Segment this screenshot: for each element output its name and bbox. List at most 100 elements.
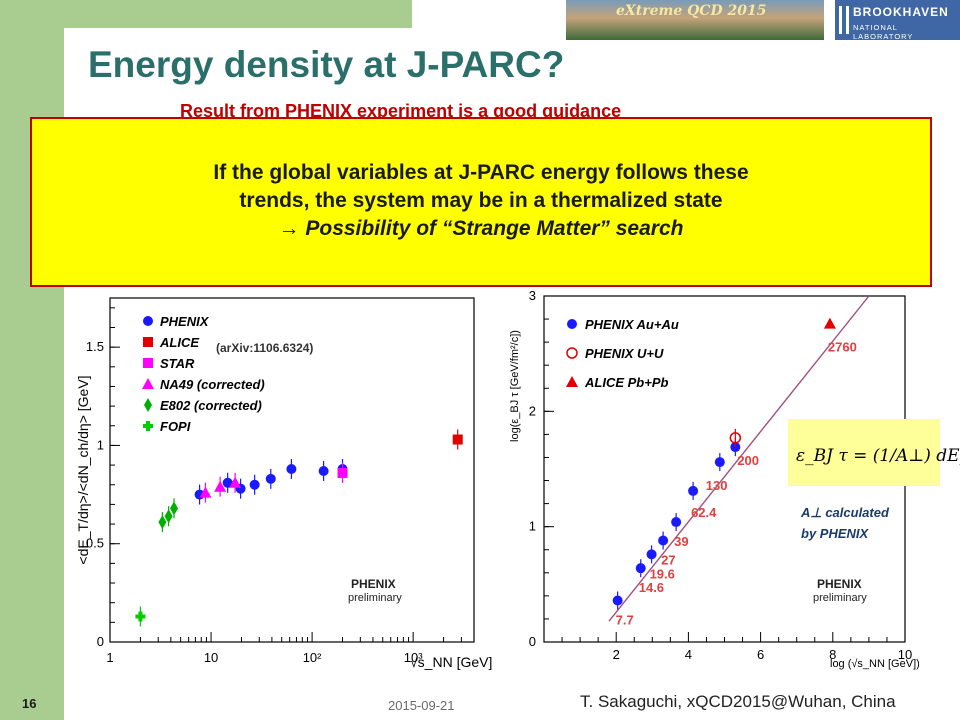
left-plot-legend: PHENIX ALICE STAR NA49 (corrected) E802 (cor… bbox=[142, 314, 265, 434]
right-data-point bbox=[730, 442, 741, 453]
left-ytick-label: 1 bbox=[97, 437, 104, 452]
page-title: Energy density at J-PARC? bbox=[88, 44, 565, 85]
left-legend-marker bbox=[144, 398, 152, 412]
a-perp-note-line2: by PHENIX bbox=[801, 526, 870, 541]
left-legend-marker bbox=[143, 421, 153, 431]
right-data-point bbox=[646, 549, 657, 560]
left-data-point bbox=[452, 434, 463, 445]
right-legend-marker bbox=[567, 319, 577, 329]
left-legend-label: STAR bbox=[160, 356, 195, 371]
brookhaven-logo-title: BROOKHAVEN bbox=[853, 5, 949, 19]
a-perp-note-line1: A⊥ calculated bbox=[800, 505, 890, 520]
right-plot-legend: PHENIX Au+Au PHENIX U+U ALICE Pb+Pb bbox=[566, 317, 679, 390]
left-xtick-label: 10 bbox=[204, 650, 218, 665]
highlight-banner: If the global variables at J-PARC energy… bbox=[30, 117, 932, 287]
left-legend-marker bbox=[143, 316, 153, 326]
right-energy-label: 14.6 bbox=[639, 580, 664, 595]
right-legend-label: PHENIX Au+Au bbox=[585, 317, 679, 332]
page-number: 16 bbox=[22, 696, 37, 711]
conference-logo-text: eXtreme QCD 2015 bbox=[616, 3, 767, 19]
brookhaven-logo-subtitle: NATIONAL LABORATORY bbox=[853, 23, 914, 41]
left-legend-marker bbox=[143, 358, 153, 368]
left-phenix-logo: PHENIX preliminary bbox=[348, 577, 402, 604]
slide-date: 2015-09-21 bbox=[388, 698, 455, 713]
right-ytick-label: 1 bbox=[529, 519, 536, 534]
right-legend-marker bbox=[566, 347, 578, 359]
right-data-point bbox=[658, 535, 669, 546]
left-xtick-label: 10² bbox=[303, 650, 322, 665]
right-energy-label: 39 bbox=[674, 534, 688, 549]
right-xtick-label: 6 bbox=[757, 647, 764, 662]
formula-background bbox=[788, 419, 940, 486]
left-data-point bbox=[135, 611, 146, 622]
right-data-point bbox=[823, 317, 836, 329]
left-legend-marker bbox=[143, 337, 153, 347]
top-white-strip bbox=[64, 28, 412, 38]
right-data-point bbox=[635, 563, 646, 574]
left-legend-marker bbox=[142, 378, 154, 389]
brookhaven-logo: BROOKHAVEN NATIONAL LABORATORY bbox=[835, 0, 960, 41]
right-ytick-label: 3 bbox=[529, 288, 536, 303]
left-data-point bbox=[164, 509, 173, 524]
left-xtick-label: 1 bbox=[106, 650, 113, 665]
left-data-point bbox=[286, 464, 297, 475]
banner-line-2: trends, the system may be in a thermaliz… bbox=[239, 189, 723, 212]
left-ytick-label: 1.5 bbox=[86, 339, 104, 354]
left-data-point bbox=[199, 486, 212, 498]
left-phenix-logo-text: PHENIX bbox=[351, 577, 396, 591]
right-plot-ticks: 2 4 6 8 10 0 1 2 3 bbox=[529, 288, 912, 662]
left-legend-label: E802 (corrected) bbox=[160, 398, 262, 413]
banner-line-1: If the global variables at J-PARC energy… bbox=[213, 161, 749, 184]
right-data-point bbox=[612, 595, 623, 606]
right-data-point bbox=[688, 485, 699, 496]
right-xtick-label: 4 bbox=[685, 647, 692, 662]
left-data-point bbox=[170, 501, 179, 516]
right-phenix-logo: PHENIX preliminary bbox=[813, 577, 867, 604]
left-data-point bbox=[214, 480, 227, 492]
top-green-bar bbox=[0, 0, 412, 28]
conference-logo: eXtreme QCD 2015 bbox=[566, 0, 824, 40]
left-data-point bbox=[337, 467, 348, 478]
left-plot: 1 10 10² 10³ 0 0.5 1 1.5 <dE_T/dη>/<dN_ch/dη> [… bbox=[75, 297, 492, 670]
right-phenix-logo-text: PHENIX bbox=[817, 577, 862, 591]
right-plot: 2 4 6 8 10 0 1 2 3 log(ε_BJ τ [GeV/fm²/c]) log (… bbox=[509, 288, 960, 670]
banner-line-3: → Possibility of “Strange Matter” search bbox=[32, 215, 930, 243]
banner-line-3-text: Possibility of “Strange Matter” search bbox=[299, 217, 684, 240]
left-data-point bbox=[265, 473, 276, 484]
right-arrow-icon: → bbox=[278, 217, 300, 240]
right-energy-label: 27 bbox=[661, 553, 675, 568]
left-plot-marks bbox=[135, 429, 463, 627]
right-plot-xlabel: log (√s_NN [GeV]) bbox=[830, 658, 920, 670]
banner-text: If the global variables at J-PARC energy… bbox=[32, 159, 930, 243]
left-ytick-label: 0 bbox=[97, 634, 104, 649]
left-legend-label: PHENIX bbox=[160, 314, 210, 329]
right-fit-line bbox=[608, 295, 870, 622]
left-plot-xlabel: √s_NN [GeV] bbox=[410, 654, 492, 670]
right-data-point bbox=[729, 432, 742, 444]
right-energy-label: 62.4 bbox=[691, 505, 717, 520]
right-energy-label: 7.7 bbox=[616, 612, 634, 627]
brookhaven-mark-icon bbox=[839, 6, 849, 34]
right-data-point bbox=[714, 457, 725, 468]
footer-author: T. Sakaguchi, xQCD2015@Wuhan, China bbox=[580, 692, 896, 711]
formula-text: ε_BJ τ = (1/A⊥) dE_T/dy bbox=[796, 446, 960, 466]
right-energy-label: 130 bbox=[706, 478, 728, 493]
right-data-point bbox=[671, 517, 682, 528]
left-legend-label: NA49 (corrected) bbox=[160, 377, 265, 392]
right-preliminary-text: preliminary bbox=[813, 592, 867, 604]
right-ytick-label: 2 bbox=[529, 403, 536, 418]
right-xtick-label: 2 bbox=[613, 647, 620, 662]
left-legend-label: FOPI bbox=[160, 419, 191, 434]
left-plot-frame bbox=[109, 297, 475, 643]
right-energy-label: 19.6 bbox=[650, 566, 675, 581]
arxiv-reference: (arXiv:1106.6324) bbox=[216, 341, 313, 355]
right-legend-label: ALICE Pb+Pb bbox=[584, 375, 668, 390]
left-ytick-label: 0.5 bbox=[86, 536, 104, 551]
left-plot-ticks: 1 10 10² 10³ 0 0.5 1 1.5 bbox=[86, 307, 475, 665]
right-xtick-label: 8 bbox=[829, 647, 836, 662]
formula-box: ε_BJ τ = (1/A⊥) dE_T/dy bbox=[788, 419, 960, 486]
left-data-point bbox=[249, 479, 260, 490]
